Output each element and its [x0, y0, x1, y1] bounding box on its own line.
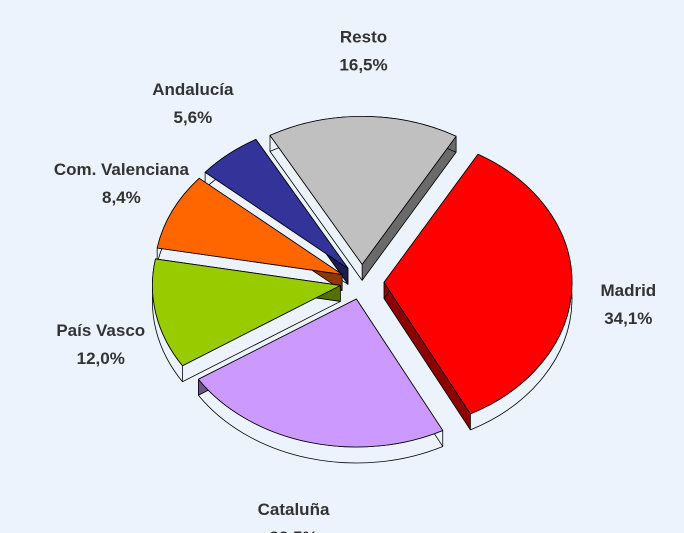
slice-label: Resto — [340, 27, 387, 46]
slice — [198, 298, 444, 448]
slice — [269, 116, 457, 265]
slice-label: País Vasco — [56, 321, 145, 340]
slice-value: 23,5% — [269, 528, 317, 533]
slice-label: Cataluña — [258, 500, 330, 519]
slice — [204, 138, 349, 269]
slice — [152, 258, 341, 367]
slice-value: 16,5% — [339, 55, 387, 74]
slice-label: Com. Valenciana — [54, 160, 190, 179]
slice-label: Andalucía — [152, 80, 234, 99]
slice-label: Madrid — [600, 281, 656, 300]
slice — [156, 177, 343, 275]
slice-value: 34,1% — [604, 309, 652, 328]
slice-value: 8,4% — [102, 188, 141, 207]
slice — [383, 153, 573, 415]
slice-value: 12,0% — [77, 349, 125, 368]
slice-value: 5,6% — [173, 108, 212, 127]
